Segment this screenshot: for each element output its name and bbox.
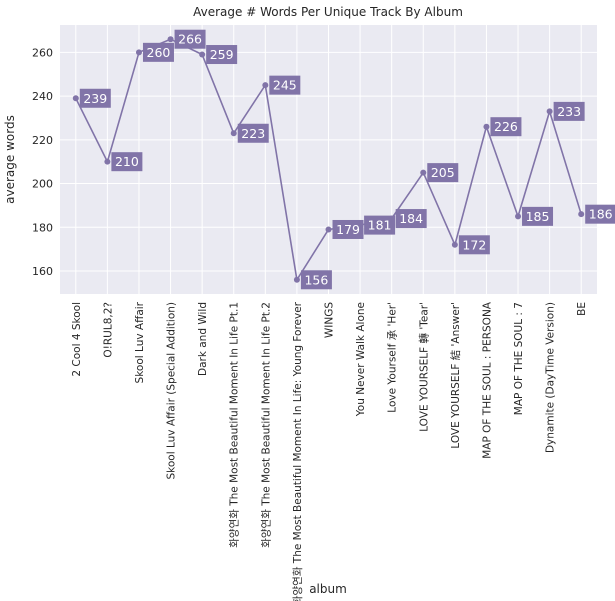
- y-tick-label: 160: [32, 265, 53, 278]
- x-axis-ticks: 2 Cool 4 Skool O!RUL8,2? Skool Luv Affair S…: [71, 301, 588, 601]
- data-label-box: [111, 152, 143, 172]
- data-label-box: [458, 235, 490, 255]
- x-tick-label: BE: [576, 302, 588, 316]
- data-label: 181: [364, 215, 396, 235]
- x-tick-label: 화양연화 The Most Beautiful Moment In Life: …: [292, 301, 304, 601]
- data-label: 205: [427, 163, 459, 183]
- data-point: [546, 108, 553, 115]
- data-label: 266: [174, 29, 206, 49]
- y-tick-label: 220: [32, 134, 53, 147]
- x-tick-label: Dynamite (DayTime Version): [545, 302, 557, 453]
- data-point: [420, 169, 427, 176]
- data-label: 226: [490, 117, 522, 137]
- data-point: [325, 226, 332, 233]
- data-labels: 239 210 260 266 259 223 245 156 179 181 184 205 172 2…: [79, 29, 615, 290]
- data-label-box: [427, 163, 459, 183]
- data-label-text: 184: [399, 211, 423, 226]
- data-label-text: 239: [83, 91, 107, 106]
- data-label-text: 223: [241, 126, 265, 141]
- data-label-text: 226: [494, 119, 518, 134]
- data-label-box: [332, 219, 364, 239]
- data-label: 239: [79, 88, 111, 108]
- data-label-box: [79, 88, 111, 108]
- data-point: [167, 36, 174, 43]
- data-label-box: [206, 45, 238, 65]
- data-label-text: 266: [178, 32, 202, 47]
- x-tick-label: Skool Luv Affair: [134, 301, 146, 383]
- data-label: 186: [585, 204, 615, 224]
- data-label-box: [237, 123, 269, 143]
- data-point: [135, 49, 142, 56]
- x-tick-label: Skool Luv Affair (Special Addition): [166, 302, 178, 480]
- data-label: 185: [522, 206, 554, 226]
- x-tick-label: MAP OF THE SOUL : PERSONA: [481, 301, 493, 459]
- data-label-box: [174, 29, 206, 49]
- chart-title: Average # Words Per Unique Track By Albu…: [193, 5, 463, 19]
- data-label-text: 185: [526, 209, 550, 224]
- data-label-box: [522, 206, 554, 226]
- data-point: [104, 158, 111, 165]
- y-axis-label: average words: [3, 115, 17, 204]
- data-label: 223: [237, 123, 269, 143]
- data-point: [293, 276, 300, 283]
- data-point: [451, 241, 458, 248]
- data-label-text: 179: [336, 222, 360, 237]
- data-point: [515, 213, 522, 220]
- x-tick-label: You Never Walk Alone: [355, 302, 367, 417]
- x-tick-label: LOVE YOURSELF 轉 'Tear': [417, 302, 430, 432]
- x-tick-label: WINGS: [324, 302, 336, 338]
- x-tick-label: Love Yourself 承 'Her': [387, 302, 399, 413]
- data-point: [199, 51, 206, 58]
- data-label-text: 181: [368, 218, 392, 233]
- data-label: 259: [206, 45, 238, 65]
- x-tick-label: MAP OF THE SOUL : 7: [513, 302, 525, 415]
- data-point: [230, 130, 237, 137]
- data-label-text: 210: [115, 154, 139, 169]
- data-label-text: 259: [210, 47, 234, 62]
- data-label-box: [300, 270, 332, 290]
- data-point: [483, 123, 490, 130]
- data-label-box: [364, 215, 396, 235]
- data-point: [578, 211, 585, 218]
- data-point: [72, 95, 79, 102]
- data-label-text: 245: [273, 78, 297, 93]
- x-tick-label: O!RUL8,2?: [102, 302, 114, 358]
- data-label-text: 156: [304, 272, 328, 287]
- x-tick-label: 2 Cool 4 Skool: [71, 302, 83, 377]
- x-tick-label: LOVE YOURSELF 結 'Answer': [449, 302, 462, 449]
- y-tick-label: 200: [32, 178, 53, 191]
- y-tick-label: 240: [32, 90, 53, 103]
- y-tick-label: 180: [32, 221, 53, 234]
- data-label: 260: [142, 42, 174, 62]
- data-label: 245: [269, 75, 301, 95]
- data-point: [262, 82, 269, 89]
- data-label-text: 260: [147, 45, 171, 60]
- data-label: 179: [332, 219, 364, 239]
- data-label-box: [490, 117, 522, 137]
- data-label: 210: [111, 152, 143, 172]
- x-tick-label: 화양연화 The Most Beautiful Moment In Life P…: [229, 302, 241, 548]
- x-axis-label: album: [309, 582, 347, 596]
- data-label-text: 186: [589, 207, 613, 222]
- data-label-text: 205: [431, 165, 455, 180]
- data-label-text: 233: [557, 104, 581, 119]
- data-label: 172: [458, 235, 490, 255]
- y-axis-ticks: 160 180 200 220 240 260: [32, 46, 53, 278]
- data-label: 233: [553, 101, 585, 121]
- x-tick-label: Dark and Wild: [197, 302, 209, 376]
- data-label-box: [142, 42, 174, 62]
- data-label-box: [395, 209, 427, 229]
- data-label-box: [553, 101, 585, 121]
- data-label-box: [585, 204, 615, 224]
- data-label: 184: [395, 209, 427, 229]
- y-tick-label: 260: [32, 46, 53, 59]
- data-label: 156: [300, 270, 332, 290]
- data-label-box: [269, 75, 301, 95]
- data-label-text: 172: [462, 237, 486, 252]
- x-tick-label: 화양연화 The Most Beautiful Moment In Life P…: [260, 302, 272, 548]
